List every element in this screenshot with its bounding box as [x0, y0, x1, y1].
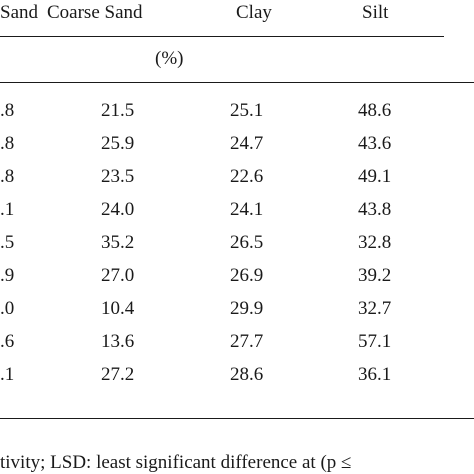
cell-clay: 28.6 [230, 364, 264, 385]
cell-silt: 36.1 [358, 364, 392, 385]
cell-coarse-sand: 10.4 [101, 298, 135, 319]
cell-fine-sand: .8 [0, 166, 15, 187]
cell-silt: 43.6 [358, 133, 392, 154]
subheader-rule [0, 82, 474, 84]
bottom-rule [0, 418, 474, 420]
unit-label: (%) [155, 48, 184, 69]
cell-fine-sand: .1 [0, 199, 15, 220]
cell-silt: 57.1 [358, 331, 392, 352]
cell-coarse-sand: 27.2 [101, 364, 135, 385]
cell-clay: 24.7 [230, 133, 264, 154]
cell-silt: 39.2 [358, 265, 392, 286]
header-silt: Silt [362, 2, 389, 23]
cell-clay: 26.9 [230, 265, 264, 286]
cell-clay: 27.7 [230, 331, 264, 352]
cell-coarse-sand: 21.5 [101, 100, 135, 121]
header-clay: Clay [236, 2, 272, 23]
cell-clay: 26.5 [230, 232, 264, 253]
cell-fine-sand: .8 [0, 100, 15, 121]
header-rule [0, 36, 444, 38]
cell-coarse-sand: 27.0 [101, 265, 135, 286]
cell-clay: 25.1 [230, 100, 264, 121]
header-coarse-sand: Coarse Sand [47, 2, 143, 23]
cell-silt: 32.8 [358, 232, 392, 253]
cell-silt: 43.8 [358, 199, 392, 220]
cell-fine-sand: .9 [0, 265, 15, 286]
cell-fine-sand: .5 [0, 232, 15, 253]
cell-fine-sand: .6 [0, 331, 15, 352]
cell-silt: 48.6 [358, 100, 392, 121]
cell-coarse-sand: 35.2 [101, 232, 135, 253]
cell-fine-sand: .0 [0, 298, 15, 319]
cell-fine-sand: .8 [0, 133, 15, 154]
cell-clay: 24.1 [230, 199, 264, 220]
cell-silt: 32.7 [358, 298, 392, 319]
cell-coarse-sand: 24.0 [101, 199, 135, 220]
cell-clay: 29.9 [230, 298, 264, 319]
cell-clay: 22.6 [230, 166, 264, 187]
cell-fine-sand: .1 [0, 364, 15, 385]
cell-silt: 49.1 [358, 166, 392, 187]
cell-coarse-sand: 23.5 [101, 166, 135, 187]
header-fine-sand: Sand [0, 2, 38, 23]
cell-coarse-sand: 25.9 [101, 133, 135, 154]
footnote: tivity; LSD: least significant differenc… [0, 452, 352, 473]
cell-coarse-sand: 13.6 [101, 331, 135, 352]
